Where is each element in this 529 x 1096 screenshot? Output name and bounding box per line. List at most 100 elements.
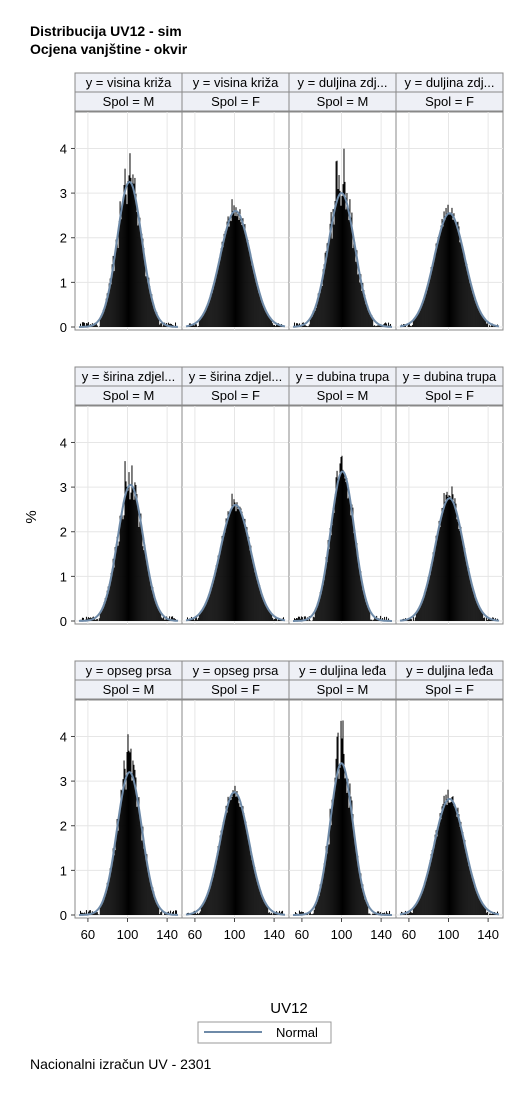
histogram-bar [241,225,243,327]
histogram-bar [460,526,462,621]
histogram-bar [310,914,312,915]
histogram-bar [452,219,454,327]
histogram-bar [192,324,194,327]
histogram-bar [335,161,337,327]
histogram-bar [370,314,372,327]
x-tick-label: 100 [224,927,246,942]
histogram-bar [416,314,418,327]
histogram-bar [256,283,258,327]
histogram-bar [370,619,372,621]
histogram-bar [338,175,340,327]
histogram-bar [469,282,471,327]
histogram-bar [436,246,438,327]
normal-curve [293,470,392,622]
histogram-bar [149,286,151,327]
histogram-bar [138,797,140,915]
histogram-bar [328,549,330,621]
histogram-bar [119,515,121,621]
histogram-bar [240,508,242,621]
y-tick-label: 4 [60,729,67,744]
histogram-bar [151,889,153,915]
histogram-bar [254,572,256,621]
histogram-bar [441,806,443,915]
histogram-bar [225,518,227,621]
histogram-bar [415,903,417,915]
histogram-bar [329,527,331,621]
histogram-bar [353,826,355,915]
histogram-bar [221,535,223,621]
histogram-bar [436,539,438,621]
histogram-bar [160,323,162,327]
histogram-bar [323,579,325,621]
histogram-bar [279,910,281,915]
histogram-bar [211,292,213,327]
histogram-bar [210,589,212,621]
histogram-bar [313,617,315,621]
histogram-bar [98,618,100,621]
normal-curve [399,497,500,622]
histogram-bar [121,508,123,621]
histogram-bar [367,305,369,327]
histogram-bar [202,903,204,915]
histogram-bar [351,800,353,915]
histogram-bar [98,326,100,327]
histogram-bar [129,499,131,621]
histogram-bar [315,903,317,915]
histogram-bar [337,189,339,327]
histogram-bar [447,789,449,915]
histogram-bar [483,617,485,621]
histogram-bars [293,148,392,327]
panel-sex-label: Spol = F [425,388,474,403]
histogram-bar [259,585,261,621]
histogram-bar [325,251,327,327]
histogram-bar [150,881,152,915]
histogram-bars [400,204,499,327]
histogram-bar [154,596,156,621]
histogram-bar [362,884,364,915]
histogram-bar [343,753,345,915]
x-tick-label: 60 [188,927,202,942]
histogram-bar [370,914,372,915]
histogram-bar [435,830,437,915]
histogram-bar [457,807,459,915]
histogram-bar [448,802,450,915]
histogram-bar [352,507,354,621]
histogram-bar [342,469,344,621]
histogram-bar [257,579,259,621]
histogram-bar [361,887,363,915]
histogram-bar [223,233,225,327]
histogram-bar [93,912,95,915]
histogram-bar [117,830,119,915]
histogram-bar [195,324,197,327]
histogram-bar [407,913,409,915]
histogram-bar [253,272,255,327]
histogram-bar [101,607,103,621]
histogram-bar [246,830,248,915]
histogram-bar [97,914,99,915]
histogram-bar [264,602,266,621]
histogram-bar [155,602,157,621]
histogram-bars [79,461,178,621]
histogram-bar [360,571,362,621]
histogram-bar [437,237,439,327]
histogram-bar [421,599,423,621]
histogram-bar [82,617,84,621]
histogram-bar [144,257,146,327]
histogram-bar [165,619,167,621]
histogram-bar [249,846,251,915]
histogram-bar [468,274,470,327]
histogram-bar [464,548,466,621]
histogram-bar [293,322,295,327]
histogram-bar [352,248,354,327]
y-tick-label: 0 [60,908,67,923]
histogram-bar [472,879,474,915]
histogram-bar [256,579,258,621]
histogram-bar [408,323,410,327]
histogram-bar [248,249,250,327]
histogram-bar [432,552,434,621]
histogram-bar [245,234,247,327]
histogram-bar [223,819,225,915]
histogram-bar [326,561,328,621]
normal-curve [79,771,178,916]
